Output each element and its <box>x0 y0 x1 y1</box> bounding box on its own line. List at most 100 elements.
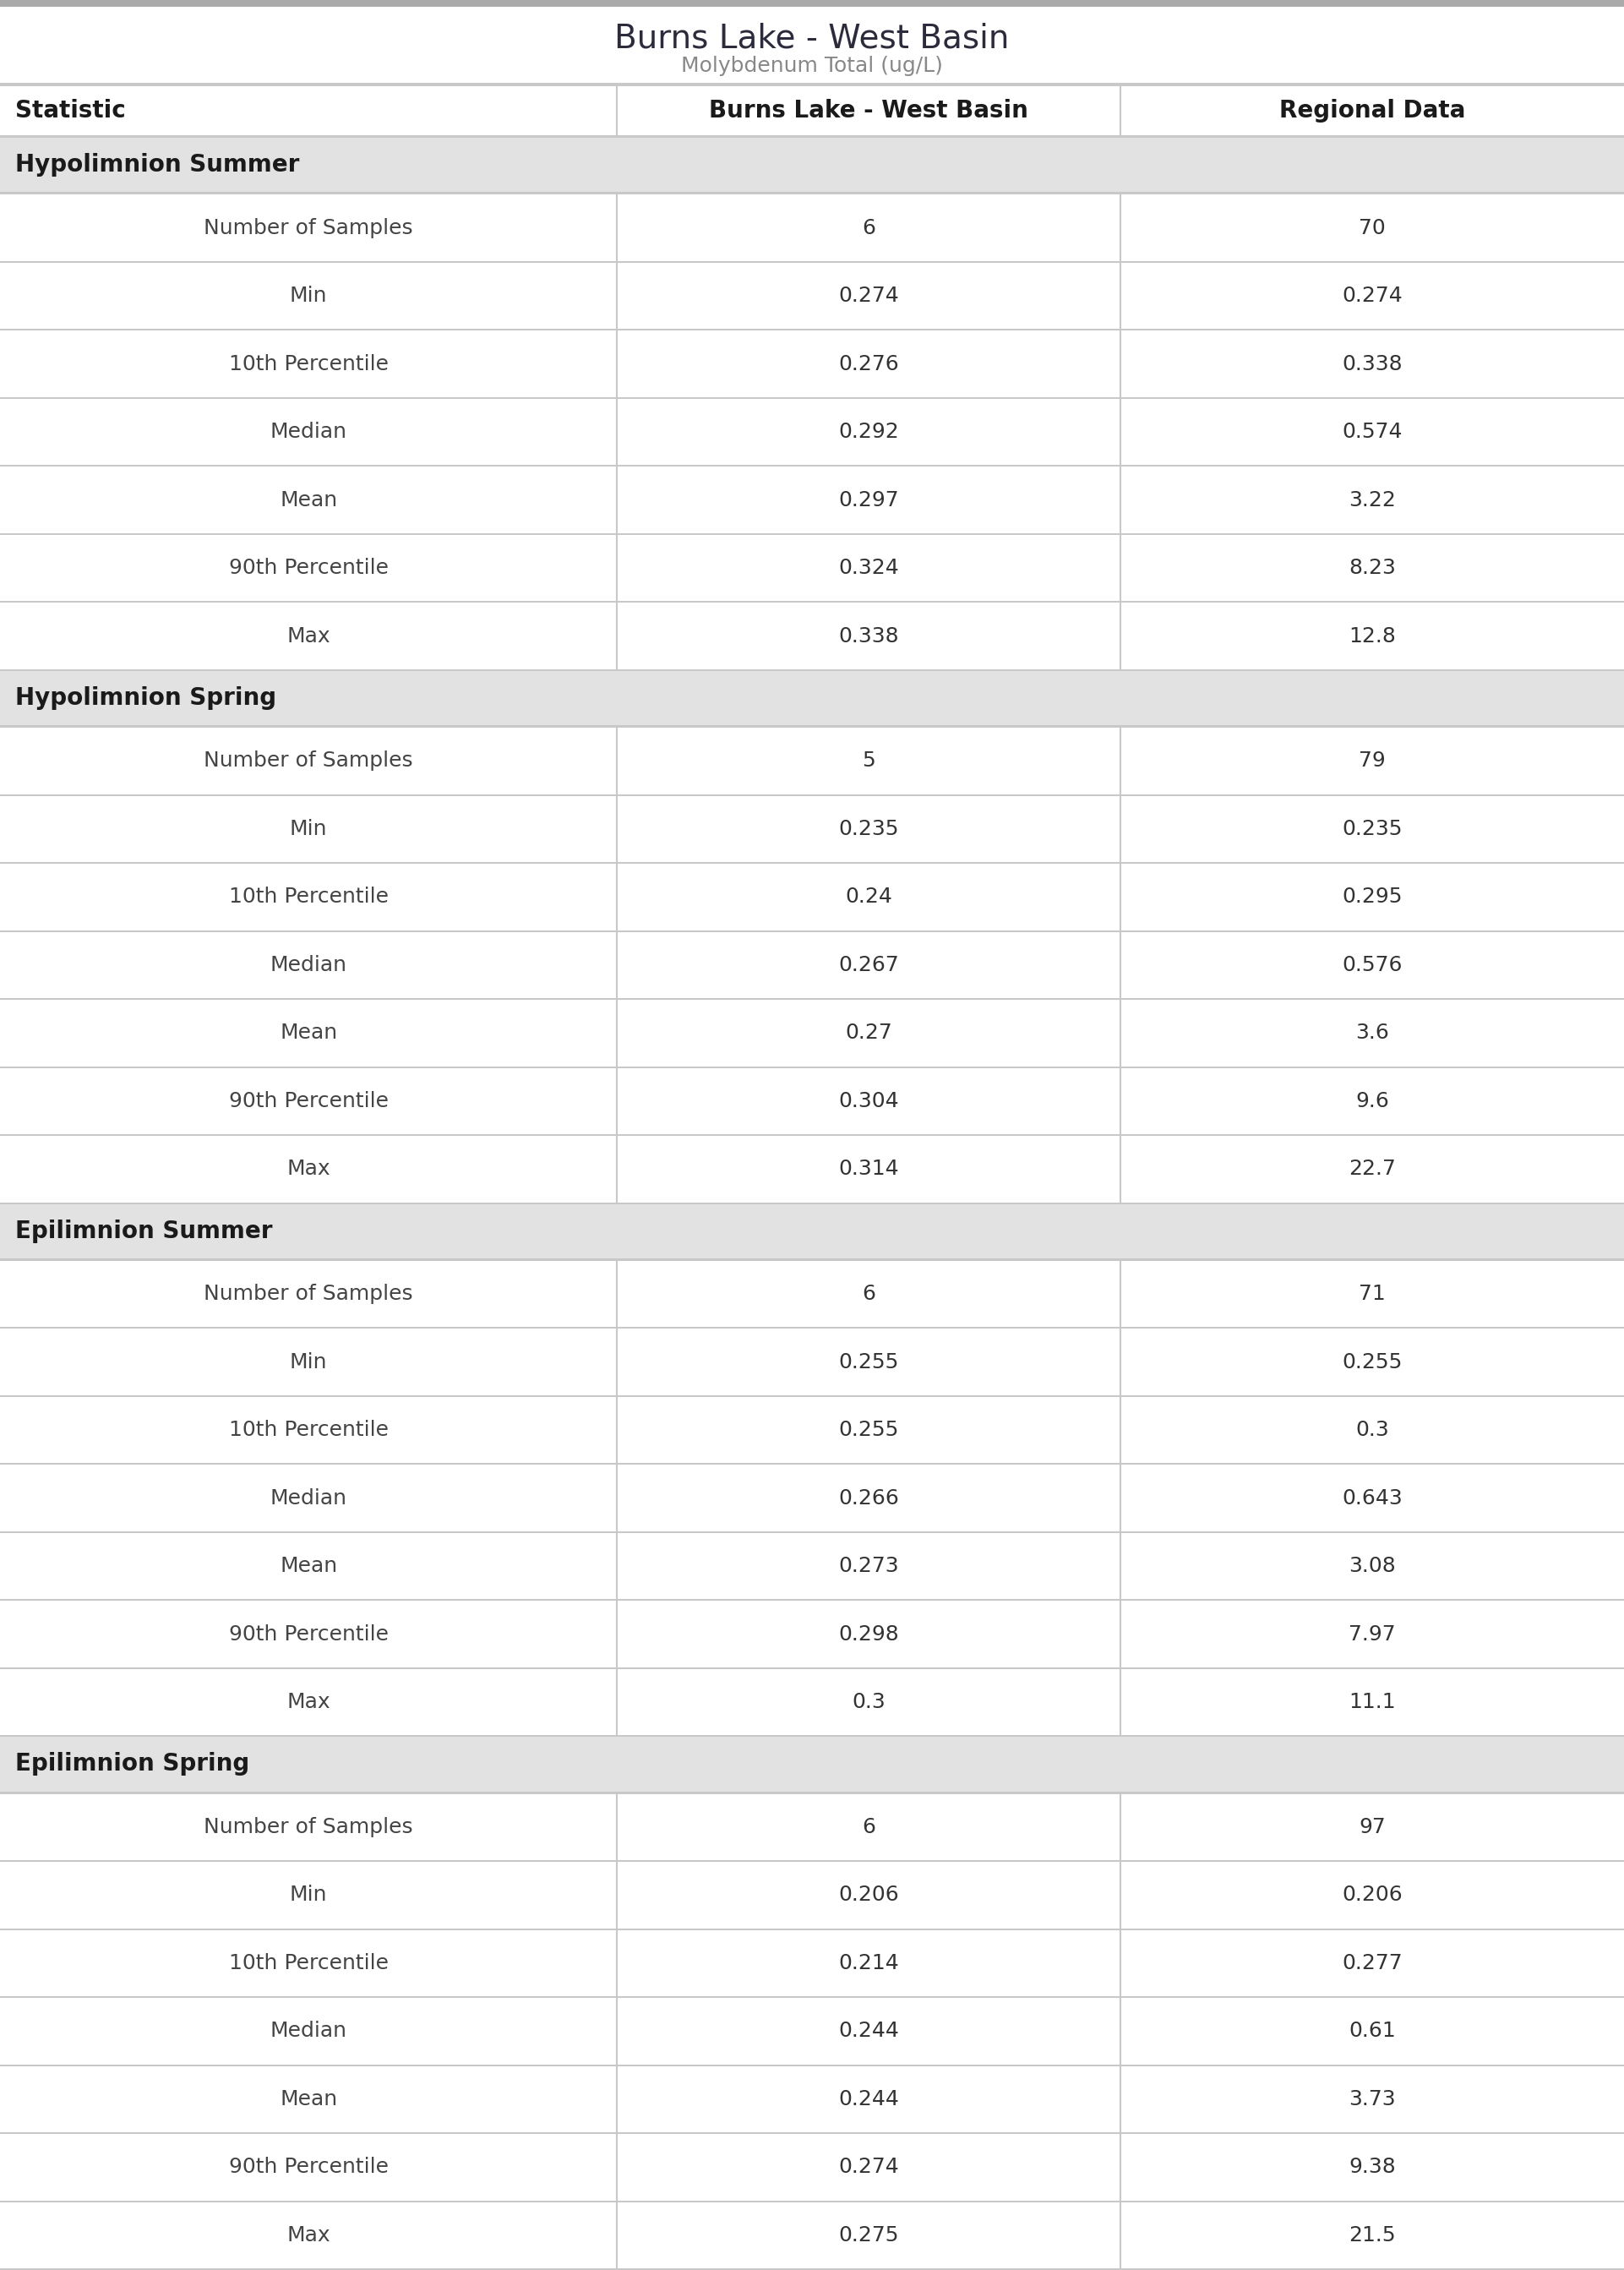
Bar <box>0 331 1624 397</box>
Text: 12.8: 12.8 <box>1348 627 1397 647</box>
Text: 0.576: 0.576 <box>1341 956 1403 976</box>
Bar <box>0 82 1624 86</box>
Text: Epilimnion Summer: Epilimnion Summer <box>15 1219 273 1244</box>
Text: 0.295: 0.295 <box>1341 888 1403 908</box>
Text: 9.6: 9.6 <box>1356 1092 1389 1110</box>
Text: 0.338: 0.338 <box>1341 354 1403 375</box>
Bar <box>0 2202 1624 2268</box>
Text: 0.276: 0.276 <box>838 354 900 375</box>
Text: Min: Min <box>289 286 328 306</box>
Bar <box>0 1998 1624 2063</box>
Text: 5: 5 <box>862 751 875 772</box>
Text: Hypolimnion Summer: Hypolimnion Summer <box>15 152 299 177</box>
Bar <box>0 1258 1624 1260</box>
Text: 3.08: 3.08 <box>1348 1555 1397 1575</box>
Bar <box>0 536 1624 602</box>
Text: 6: 6 <box>862 218 875 238</box>
Text: 0.574: 0.574 <box>1341 422 1403 443</box>
Text: 21.5: 21.5 <box>1350 2225 1395 2245</box>
Bar <box>0 1135 1624 1203</box>
Bar <box>0 193 1624 195</box>
Text: Mean: Mean <box>279 490 338 511</box>
Text: Max: Max <box>287 1160 330 1178</box>
Text: 0.3: 0.3 <box>853 1691 885 1712</box>
Bar <box>0 1067 1624 1135</box>
Text: Median: Median <box>270 2020 348 2041</box>
Text: 70: 70 <box>1359 218 1385 238</box>
Text: 3.6: 3.6 <box>1356 1024 1389 1044</box>
Text: 8.23: 8.23 <box>1348 558 1397 579</box>
Text: 0.274: 0.274 <box>838 286 900 306</box>
Text: 0.338: 0.338 <box>838 627 900 647</box>
Text: 6: 6 <box>862 1285 875 1303</box>
Text: Hypolimnion Spring: Hypolimnion Spring <box>15 686 276 711</box>
Text: 0.643: 0.643 <box>1341 1487 1403 1507</box>
Bar <box>0 468 1624 533</box>
Text: 10th Percentile: 10th Percentile <box>229 1952 388 1973</box>
Text: 0.3: 0.3 <box>1356 1419 1389 1439</box>
Text: Molybdenum Total (ug/L): Molybdenum Total (ug/L) <box>680 57 944 77</box>
Text: 9.38: 9.38 <box>1348 2156 1397 2177</box>
Text: Number of Samples: Number of Samples <box>205 218 412 238</box>
Bar <box>0 865 1624 931</box>
Bar <box>0 400 1624 465</box>
Text: 10th Percentile: 10th Percentile <box>229 1419 388 1439</box>
Bar <box>0 86 1624 136</box>
Text: 0.324: 0.324 <box>838 558 900 579</box>
Text: 0.298: 0.298 <box>838 1623 900 1643</box>
Text: 90th Percentile: 90th Percentile <box>229 1092 388 1110</box>
Bar <box>0 1930 1624 1995</box>
Text: 0.304: 0.304 <box>838 1092 900 1110</box>
Bar <box>0 1793 1624 1859</box>
Text: 6: 6 <box>862 1816 875 1836</box>
Text: 0.244: 0.244 <box>838 2020 900 2041</box>
Text: 0.255: 0.255 <box>1341 1353 1403 1371</box>
Bar <box>0 263 1624 329</box>
Text: 3.22: 3.22 <box>1348 490 1397 511</box>
Text: Median: Median <box>270 956 348 976</box>
Text: 79: 79 <box>1359 751 1385 772</box>
Bar <box>0 931 1624 999</box>
Bar <box>0 2134 1624 2200</box>
Text: Burns Lake - West Basin: Burns Lake - West Basin <box>710 100 1028 123</box>
Text: Mean: Mean <box>279 1024 338 1044</box>
Text: Number of Samples: Number of Samples <box>205 1816 412 1836</box>
Text: 0.235: 0.235 <box>1341 819 1403 840</box>
Text: Min: Min <box>289 1884 328 1905</box>
Text: 90th Percentile: 90th Percentile <box>229 1623 388 1643</box>
Text: 10th Percentile: 10th Percentile <box>229 888 388 908</box>
Text: 0.244: 0.244 <box>838 2088 900 2109</box>
Bar <box>0 1532 1624 1598</box>
Bar <box>0 0 1624 7</box>
Text: 7.97: 7.97 <box>1350 1623 1395 1643</box>
Bar <box>0 1396 1624 1464</box>
Text: 97: 97 <box>1359 1816 1385 1836</box>
Bar <box>0 1464 1624 1532</box>
Text: 0.27: 0.27 <box>844 1024 893 1044</box>
Text: 0.214: 0.214 <box>838 1952 900 1973</box>
Text: 90th Percentile: 90th Percentile <box>229 2156 388 2177</box>
Text: 90th Percentile: 90th Percentile <box>229 558 388 579</box>
Text: 0.235: 0.235 <box>838 819 900 840</box>
Text: 22.7: 22.7 <box>1348 1160 1397 1178</box>
Bar <box>0 1600 1624 1666</box>
Bar <box>0 1260 1624 1328</box>
Text: Min: Min <box>289 819 328 840</box>
Text: 0.274: 0.274 <box>1341 286 1403 306</box>
Text: Median: Median <box>270 422 348 443</box>
Bar <box>0 195 1624 261</box>
Text: 71: 71 <box>1359 1285 1385 1303</box>
Text: 3.73: 3.73 <box>1350 2088 1395 2109</box>
Text: 0.266: 0.266 <box>838 1487 900 1507</box>
Bar <box>0 136 1624 138</box>
Bar <box>0 724 1624 729</box>
Text: 0.267: 0.267 <box>838 956 900 976</box>
Text: Max: Max <box>287 627 330 647</box>
Bar <box>0 1737 1624 1791</box>
Text: 0.206: 0.206 <box>1341 1884 1403 1905</box>
Text: Mean: Mean <box>279 2088 338 2109</box>
Text: 0.274: 0.274 <box>838 2156 900 2177</box>
Text: 0.292: 0.292 <box>838 422 900 443</box>
Text: Epilimnion Spring: Epilimnion Spring <box>15 1752 250 1775</box>
Text: 0.61: 0.61 <box>1348 2020 1397 2041</box>
